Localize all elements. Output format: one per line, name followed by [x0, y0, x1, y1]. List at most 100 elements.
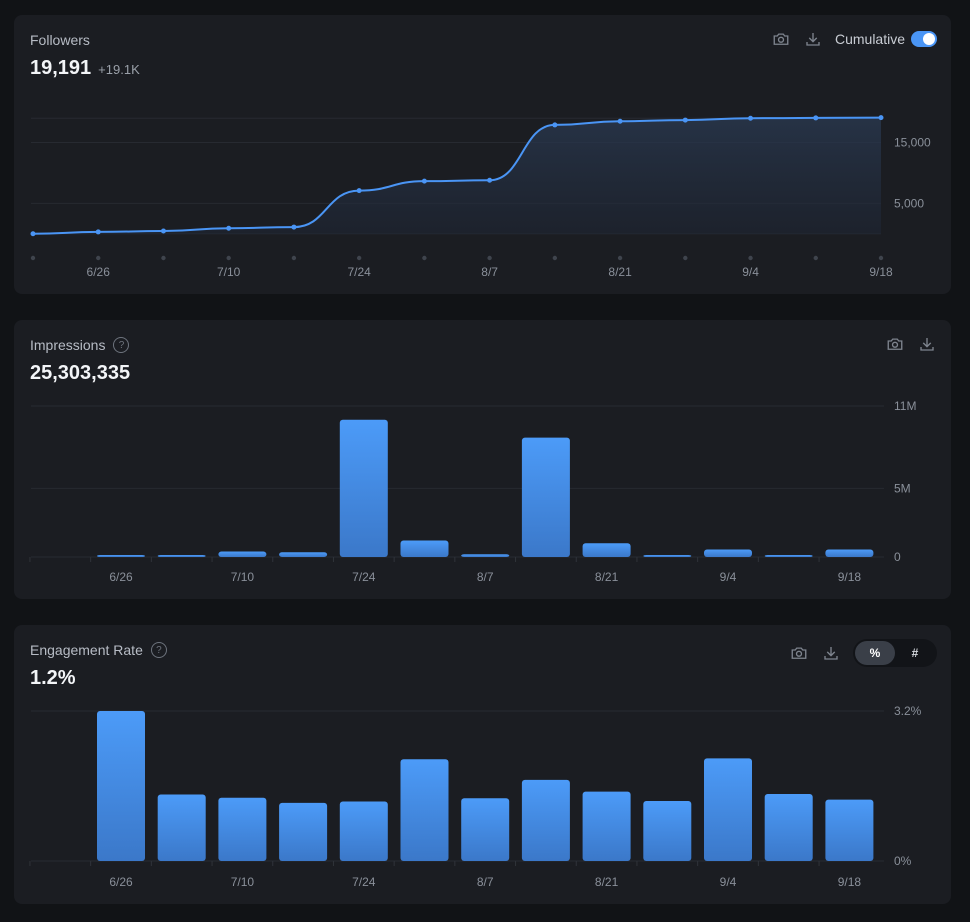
data-point	[421, 178, 427, 184]
x-axis-dot	[422, 255, 427, 261]
impressions-card: 6/26 7/10 7/24 8/7 8/21 9/4 9/18 11M 5M 0 Impress…	[14, 320, 951, 599]
bar	[582, 791, 631, 861]
question-circle-icon[interactable]: ?	[113, 337, 130, 353]
data-point	[356, 188, 362, 194]
bar	[400, 540, 449, 557]
impressions-bar-chart: 6/26 7/10 7/24 8/7 8/21 9/4 9/18 11M 5M 0	[29, 399, 916, 584]
camera-icon[interactable]	[771, 29, 791, 49]
x-tick-label: 9/4	[742, 265, 759, 279]
x-tick-label: 6/26	[109, 570, 133, 584]
y-tick-label: 0	[894, 550, 901, 564]
followers-title: Followers	[30, 32, 90, 48]
engagement-total: 1.2%	[30, 667, 76, 689]
bar	[279, 802, 328, 861]
x-axis-dot	[813, 255, 818, 261]
x-axis-dot	[552, 255, 558, 261]
x-axis-dot	[617, 255, 623, 261]
bar	[461, 554, 510, 557]
x-tick-label: 7/24	[352, 875, 376, 889]
bar	[521, 779, 570, 861]
metric-mode-toggle: % #	[853, 639, 937, 667]
y-tick-label: 3.2%	[894, 704, 922, 718]
engagement-title: Engagement Rate	[30, 642, 143, 658]
bar	[704, 758, 752, 861]
data-point	[748, 115, 754, 121]
x-tick-label: 8/7	[477, 570, 494, 584]
y-tick-label: 0%	[894, 854, 912, 868]
x-tick-label: 8/7	[481, 265, 498, 279]
x-axis-dot	[487, 255, 492, 261]
bar	[97, 711, 145, 861]
bar	[704, 549, 752, 557]
x-tick-label: 6/26	[87, 265, 111, 279]
question-circle-icon[interactable]: ?	[150, 642, 167, 658]
bar	[218, 797, 267, 861]
y-tick-label: 11M	[894, 399, 916, 413]
bar	[279, 552, 328, 557]
bar	[339, 801, 388, 861]
engagement-bar-chart: 6/26 7/10 7/24 8/7 8/21 9/4 9/18 3.2% 0%	[29, 704, 922, 889]
x-axis-dot	[30, 255, 36, 261]
camera-icon[interactable]	[789, 643, 809, 663]
x-tick-label: 7/24	[347, 265, 371, 279]
y-tick-label: 5M	[894, 481, 911, 495]
x-axis-dot	[226, 255, 231, 261]
cumulative-toggle[interactable]	[911, 31, 937, 47]
download-icon[interactable]	[917, 334, 937, 354]
x-tick-label: 9/18	[838, 570, 862, 584]
y-tick-label: 5,000	[894, 196, 924, 210]
x-tick-label: 8/7	[477, 875, 494, 889]
x-tick-label: 7/24	[352, 570, 376, 584]
data-point	[682, 117, 688, 123]
y-tick-label: 15,000	[894, 136, 931, 150]
followers-line-chart: 6/26 7/10 7/24 8/7 8/21 9/4 9/18 15,000 5,000	[30, 115, 931, 279]
x-axis-dot	[356, 255, 362, 261]
bar	[461, 798, 510, 861]
x-tick-label: 9/18	[869, 265, 893, 279]
bar	[97, 555, 145, 557]
impressions-toolbar	[885, 334, 937, 354]
x-tick-label: 6/26	[109, 875, 133, 889]
data-point	[30, 231, 36, 237]
followers-total: 19,191	[30, 57, 92, 79]
x-tick-label: 9/18	[838, 875, 862, 889]
followers-card: 6/26 7/10 7/24 8/7 8/21 9/4 9/18 15,000 5,000 Fo…	[14, 15, 951, 294]
x-axis-dot	[96, 255, 101, 261]
bar	[764, 793, 813, 861]
cumulative-label: Cumulative	[834, 31, 905, 47]
x-axis-dot	[161, 255, 166, 261]
data-point	[95, 229, 101, 235]
x-axis-dot	[683, 255, 688, 261]
x-tick-label: 7/10	[231, 570, 255, 584]
bar	[521, 437, 570, 557]
download-icon[interactable]	[821, 643, 841, 663]
x-tick-label: 8/21	[608, 265, 632, 279]
data-point	[160, 228, 166, 234]
bar	[643, 801, 692, 861]
x-tick-label: 8/21	[595, 875, 619, 889]
data-point	[487, 177, 493, 183]
bar	[157, 555, 206, 557]
bar	[582, 543, 631, 557]
engagement-card: 6/26 7/10 7/24 8/7 8/21 9/4 9/18 3.2% 0% Engagem…	[14, 625, 951, 904]
bar	[825, 799, 874, 861]
camera-icon[interactable]	[885, 334, 905, 354]
x-axis-dot	[291, 255, 297, 261]
x-axis-dot	[748, 255, 753, 261]
impressions-total: 25,303,335	[30, 362, 131, 384]
x-tick-label: 7/10	[217, 265, 241, 279]
download-icon[interactable]	[803, 29, 823, 49]
data-point	[226, 225, 232, 231]
data-point	[813, 115, 819, 121]
x-tick-label: 7/10	[231, 875, 255, 889]
count-mode-button[interactable]: #	[911, 646, 919, 660]
data-point	[617, 118, 623, 124]
x-tick-label: 9/4	[720, 875, 737, 889]
followers-line	[32, 116, 882, 235]
followers-delta: +19.1K	[98, 62, 140, 77]
engagement-toolbar: % #	[789, 639, 937, 667]
percent-mode-button[interactable]: %	[855, 641, 895, 665]
x-tick-label: 8/21	[595, 570, 619, 584]
followers-toolbar: Cumulative	[771, 29, 937, 49]
impressions-title: Impressions	[30, 337, 106, 353]
